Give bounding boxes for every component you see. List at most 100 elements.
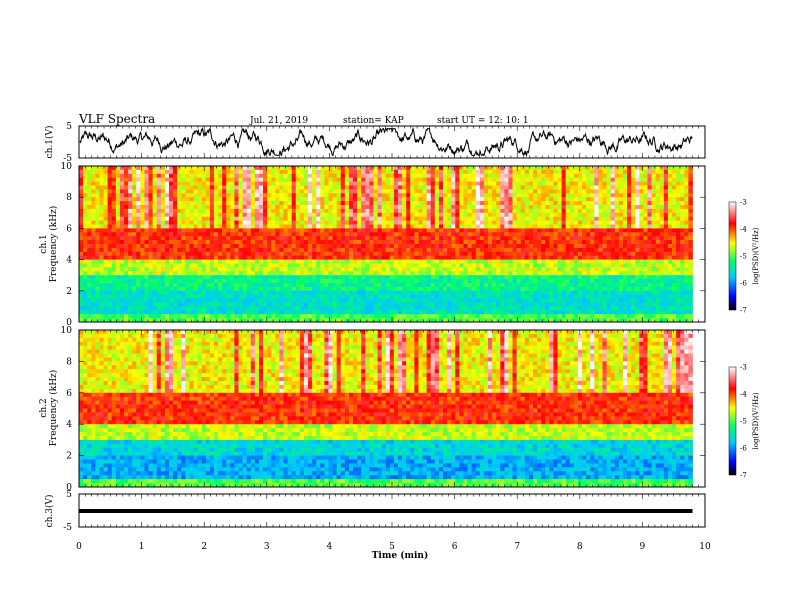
spectrogram-cell bbox=[537, 255, 542, 260]
spectrogram-cell bbox=[512, 212, 518, 218]
spectrogram-cell bbox=[250, 275, 256, 280]
spectrogram-cell bbox=[209, 240, 215, 245]
spectrogram-cell bbox=[271, 166, 276, 171]
spectrogram-cell bbox=[365, 166, 370, 171]
spectrogram-cell bbox=[672, 169, 677, 175]
spectrogram-cell bbox=[508, 173, 513, 179]
spectrogram-cell bbox=[193, 216, 199, 221]
spectrogram-cell bbox=[516, 205, 522, 210]
spectrogram-cell bbox=[332, 169, 338, 175]
spectrogram-cell bbox=[320, 177, 325, 182]
spectrogram-cell bbox=[516, 177, 522, 182]
spectrogram-cell bbox=[357, 208, 362, 214]
spectrogram-cell bbox=[377, 208, 383, 214]
spectrogram-cell bbox=[230, 173, 235, 179]
spectrogram-cell bbox=[316, 212, 321, 218]
spectrogram-cell bbox=[434, 244, 440, 249]
spectrogram-cell bbox=[594, 224, 599, 229]
spectrogram-cell bbox=[177, 247, 182, 253]
spectrogram-cell bbox=[111, 236, 117, 241]
spectrogram-cell bbox=[177, 232, 182, 237]
spectrogram-cell bbox=[283, 279, 288, 284]
spectrogram-cell bbox=[369, 240, 374, 245]
spectrogram-cell bbox=[569, 279, 575, 284]
spectrogram-cell bbox=[610, 275, 616, 280]
spectrogram-cell bbox=[160, 224, 166, 229]
spectrogram-cell bbox=[528, 216, 534, 221]
spectrogram-cell bbox=[618, 212, 624, 218]
spectrogram-cell bbox=[520, 259, 526, 264]
spectrogram-cell bbox=[398, 275, 403, 280]
spectrogram-cell bbox=[647, 279, 652, 284]
spectrogram-cell bbox=[426, 236, 432, 241]
spectrogram-cell bbox=[680, 173, 685, 179]
spectrogram-cell bbox=[610, 267, 616, 272]
spectrogram-cell bbox=[647, 283, 652, 288]
spectrogram-cell bbox=[361, 173, 366, 179]
spectrogram-cell bbox=[492, 271, 497, 276]
spectrogram-cell bbox=[234, 189, 239, 194]
spectrogram-cell bbox=[463, 255, 468, 260]
spectrogram-cell bbox=[524, 267, 530, 272]
spectrogram-cell bbox=[389, 271, 395, 276]
spectrogram-cell bbox=[144, 173, 149, 179]
spectrogram-cell bbox=[594, 177, 599, 182]
spectrogram-cell bbox=[582, 169, 587, 175]
spectrogram-cell bbox=[541, 251, 546, 257]
spectrogram-cell bbox=[381, 193, 387, 198]
spectrogram-cell bbox=[123, 205, 129, 210]
spectrogram-cell bbox=[369, 212, 374, 218]
ch1-waveform-line bbox=[79, 126, 693, 158]
spectrogram-cell bbox=[598, 255, 603, 260]
spectrogram-cell bbox=[238, 205, 243, 210]
spectrogram-cell bbox=[443, 189, 448, 194]
spectrogram-cell bbox=[181, 197, 186, 202]
spectrogram-cell bbox=[684, 271, 689, 276]
spectrogram-cell bbox=[308, 212, 313, 218]
spectrogram-cell bbox=[344, 255, 350, 260]
spectrogram-cell bbox=[479, 216, 485, 221]
spectrogram-cell bbox=[287, 181, 293, 186]
spectrogram-cell bbox=[635, 166, 640, 171]
spectrogram-cell bbox=[140, 275, 145, 280]
spectrogram-cell bbox=[479, 197, 485, 202]
spectrogram-cell bbox=[283, 247, 288, 253]
spectrogram-cell bbox=[520, 220, 526, 225]
spectrogram-cell bbox=[684, 259, 689, 264]
spectrogram-cell bbox=[655, 232, 661, 237]
spectrogram-cell bbox=[606, 220, 612, 225]
spectrogram-cell bbox=[586, 177, 591, 182]
spectrogram-cell bbox=[455, 169, 460, 175]
spectrogram-cell bbox=[610, 251, 616, 257]
spectrogram-cell bbox=[393, 224, 399, 229]
spectrogram-cell bbox=[418, 197, 423, 202]
spectrogram-cell bbox=[451, 232, 456, 237]
spectrogram-cell bbox=[308, 236, 313, 241]
spectrogram-cell bbox=[594, 185, 599, 190]
spectrogram-cell bbox=[95, 283, 100, 288]
spectrogram-cell bbox=[316, 247, 321, 253]
spectrogram-cell bbox=[614, 263, 620, 268]
spectrogram-cell bbox=[443, 236, 448, 241]
spectrogram-cell bbox=[549, 267, 554, 272]
spectrogram-cell bbox=[438, 286, 444, 292]
spectrogram-cell bbox=[561, 240, 567, 245]
spectrogram-cell bbox=[414, 255, 419, 260]
spectrogram-cell bbox=[614, 181, 620, 186]
spectrogram-cell bbox=[438, 169, 444, 175]
spectrogram-cell bbox=[398, 240, 403, 245]
spectrogram-cell bbox=[308, 208, 313, 214]
spectrogram-cell bbox=[107, 271, 113, 276]
spectrogram-cell bbox=[177, 263, 182, 268]
spectrogram-cell bbox=[353, 166, 358, 171]
spectrogram-cell bbox=[197, 271, 203, 276]
spectrogram-cell bbox=[487, 212, 493, 218]
spectrogram-cell bbox=[639, 275, 644, 280]
spectrogram-cell bbox=[254, 275, 260, 280]
spectrogram-cell bbox=[643, 216, 648, 221]
spectrogram-cell bbox=[549, 224, 554, 229]
spectrogram-cell bbox=[553, 220, 558, 225]
spectrogram-cell bbox=[557, 247, 562, 253]
spectrogram-cell bbox=[258, 208, 264, 214]
spectrogram-cell bbox=[443, 181, 448, 186]
